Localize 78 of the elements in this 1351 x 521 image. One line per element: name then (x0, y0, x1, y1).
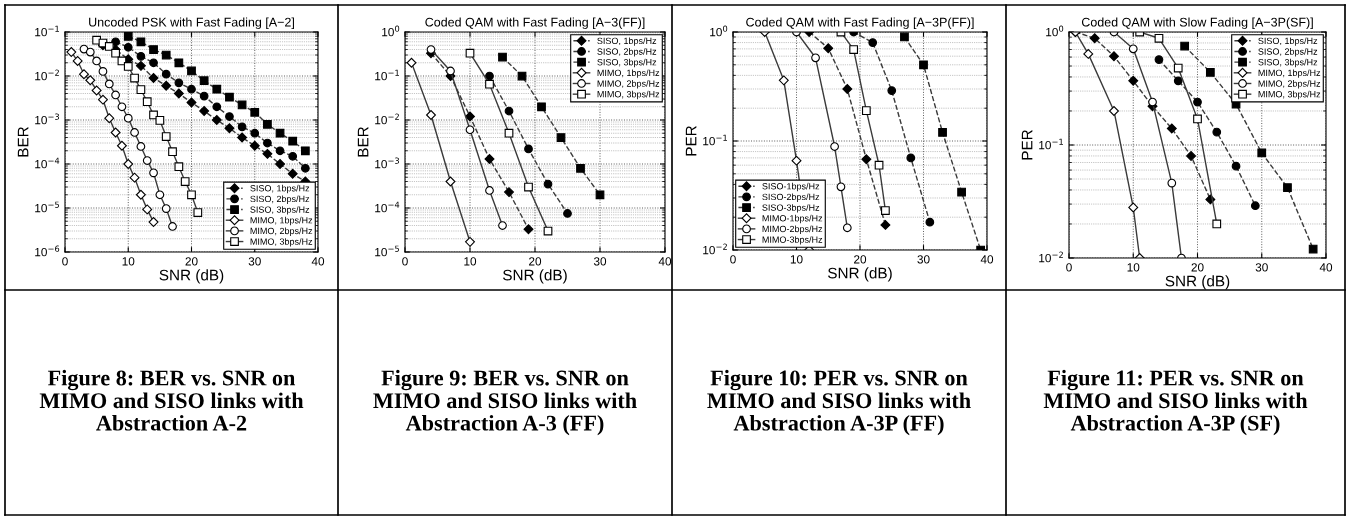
y-tick-label: 10$^{0}$ (1046, 25, 1064, 37)
y-axis-title: BER (17, 127, 29, 157)
x-tick-label: 40 (658, 257, 672, 266)
x-tick-label: 20 (854, 255, 867, 264)
x-tick-label: 10 (790, 255, 803, 264)
x-axis-title: SNR (dB) (159, 269, 224, 284)
x-tick-label: 20 (185, 257, 198, 266)
x-axis-title: SNR (dB) (828, 267, 892, 282)
chart-title: Uncoded PSK with Fast Fading [A−2] (89, 17, 294, 30)
legend-label: MIMO, 3bps/Hz (250, 238, 313, 247)
legend-label: SISO, 3bps/Hz (1258, 58, 1318, 68)
x-tick-label: 30 (593, 257, 607, 266)
legend-label: SISO, 3bps/Hz (250, 206, 310, 215)
legend-label: MIMO, 2bps/Hz (250, 227, 313, 236)
y-tick-label: 10$^{−1}$ (1039, 138, 1063, 150)
y-tick-label: 10$^{−4}$ (35, 157, 60, 169)
chart-title: Coded QAM with Fast Fading [A−3P(FF)] (746, 17, 974, 30)
x-tick-label: 40 (980, 255, 994, 264)
x-tick-label: 0 (730, 255, 736, 264)
x-tick-label: 20 (529, 257, 542, 266)
legend-label: MIMO, 3bps/Hz (597, 90, 660, 100)
y-tick-label: 10$^{−3}$ (375, 157, 400, 169)
y-axis-title: PER (1021, 130, 1033, 160)
caption: Figure 9: BER vs. SNR on MIMO and SISO links with Abstraction A-3 (FF) (373, 369, 637, 436)
legend-label: MIMO-1bps/Hz (762, 214, 823, 224)
legend-label: SISO-2bps/Hz (762, 193, 820, 202)
legend-label: SISO, 2bps/Hz (250, 195, 310, 204)
x-tick-label: 30 (1255, 263, 1268, 272)
chart-title: Coded QAM with Slow Fading [A−3P(SF)] (1081, 17, 1313, 30)
y-tick-label: 10$^{−5}$ (35, 201, 59, 213)
y-tick-label: 10$^{−3}$ (35, 113, 60, 125)
x-tick-label: 40 (311, 257, 325, 266)
x-tick-label: 0 (402, 257, 408, 266)
y-tick-label: 10$^{0}$ (382, 25, 400, 37)
y-tick-label: 10$^{−2}$ (703, 243, 727, 255)
legend-label: MIMO, 1bps/Hz (1258, 69, 1321, 78)
caption: Figure 10: PER vs. SNR on MIMO and SISO links with Abstraction A-3P (FF) (707, 369, 971, 436)
legend-label: MIMO, 1bps/Hz (250, 216, 313, 226)
x-tick-label: 10 (464, 257, 477, 266)
x-tick-label: 20 (1191, 263, 1204, 272)
y-tick-label: 10$^{−2}$ (1039, 251, 1063, 263)
y-tick-label: 10$^{−5}$ (375, 245, 399, 257)
legend-label: SISO, 1bps/Hz (250, 184, 310, 194)
legend-label: SISO, 1bps/Hz (1258, 37, 1318, 46)
x-tick-label: 10 (122, 257, 135, 266)
y-axis-title: PER (685, 126, 697, 156)
legend-label: SISO, 1bps/Hz (597, 37, 657, 46)
y-tick-label: 10$^{−2}$ (375, 113, 399, 125)
y-tick-label: 10$^{−1}$ (703, 134, 727, 146)
y-tick-label: 10$^{−1}$ (35, 25, 59, 37)
x-tick-label: 30 (917, 255, 930, 264)
y-tick-label: 10$^{−2}$ (35, 69, 59, 81)
y-axis-title: BER (357, 127, 369, 157)
legend-label: MIMO-3bps/Hz (762, 236, 823, 245)
y-tick-label: 10$^{0}$ (710, 25, 728, 37)
caption: Figure 11: PER vs. SNR on MIMO and SISO links with Abstraction A-3P (SF) (1043, 369, 1308, 436)
legend-label: MIMO, 2bps/Hz (1258, 80, 1321, 89)
legend-label: SISO, 2bps/Hz (1258, 48, 1318, 57)
y-tick-label: 10$^{−6}$ (35, 245, 60, 257)
y-tick-label: 10$^{−1}$ (375, 69, 399, 81)
legend-label: MIMO, 2bps/Hz (597, 80, 660, 89)
chart-title: Coded QAM with Fast Fading [A−3(FF)] (425, 17, 645, 30)
legend-label: SISO-3bps/Hz (762, 204, 820, 213)
legend-label: SISO-1bps/Hz (762, 182, 820, 192)
legend-label: MIMO, 1bps/Hz (597, 69, 660, 78)
x-axis-title: SNR (dB) (503, 269, 567, 284)
x-axis-title: SNR (dB) (1165, 275, 1230, 290)
caption: Figure 8: BER vs. SNR on MIMO and SISO links with Abstraction A-2 (39, 369, 304, 431)
legend-label: SISO, 2bps/Hz (597, 48, 657, 57)
y-tick-label: 10$^{−4}$ (375, 201, 400, 213)
x-tick-label: 30 (248, 257, 261, 266)
legend-label: MIMO-2bps/Hz (762, 225, 823, 234)
legend-label: SISO, 3bps/Hz (597, 58, 657, 68)
x-tick-label: 40 (1319, 263, 1333, 272)
x-tick-label: 0 (62, 257, 68, 266)
x-tick-label: 0 (1066, 263, 1072, 272)
legend-label: MIMO, 3bps/Hz (1258, 90, 1321, 100)
x-tick-label: 10 (1127, 263, 1140, 272)
